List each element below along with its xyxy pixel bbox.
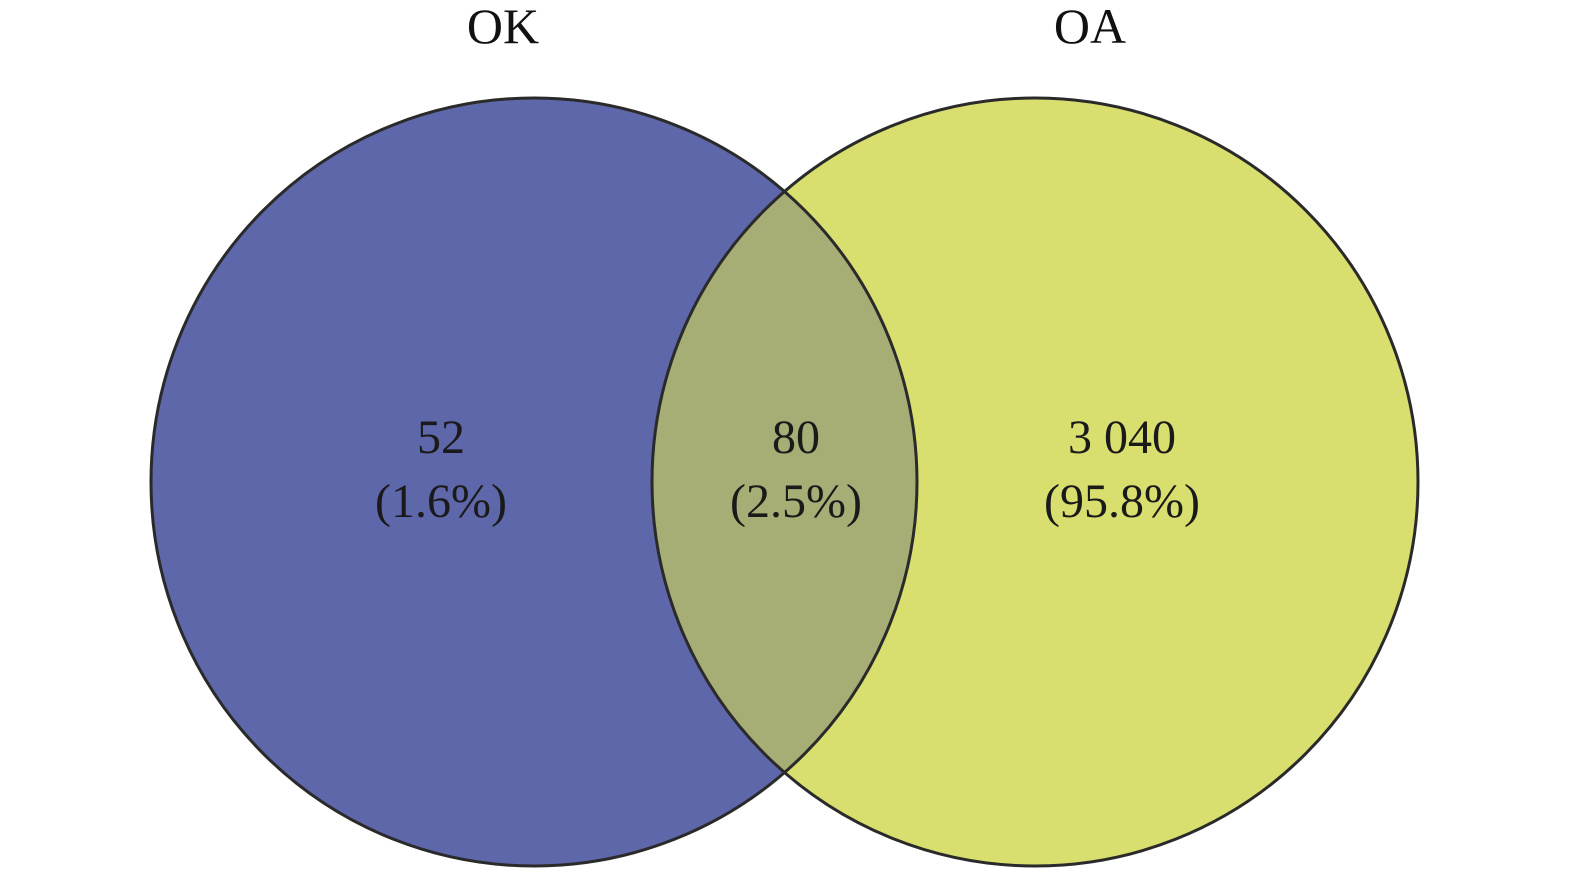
oa-only-count: 3 040 bbox=[1068, 411, 1176, 464]
oa-only-percent: (95.8%) bbox=[1044, 475, 1200, 528]
overlap-count: 80 bbox=[772, 411, 820, 464]
overlap-percent: (2.5%) bbox=[730, 475, 862, 528]
set-ok-label: OK bbox=[467, 0, 539, 54]
overlap-region bbox=[652, 98, 917, 866]
set-oa-label: OA bbox=[1054, 0, 1126, 54]
set-oa-outline bbox=[650, 96, 1420, 868]
ok-only-count: 52 bbox=[417, 411, 465, 464]
set-ok-outline bbox=[149, 96, 919, 868]
ok-only-percent: (1.6%) bbox=[375, 475, 507, 528]
